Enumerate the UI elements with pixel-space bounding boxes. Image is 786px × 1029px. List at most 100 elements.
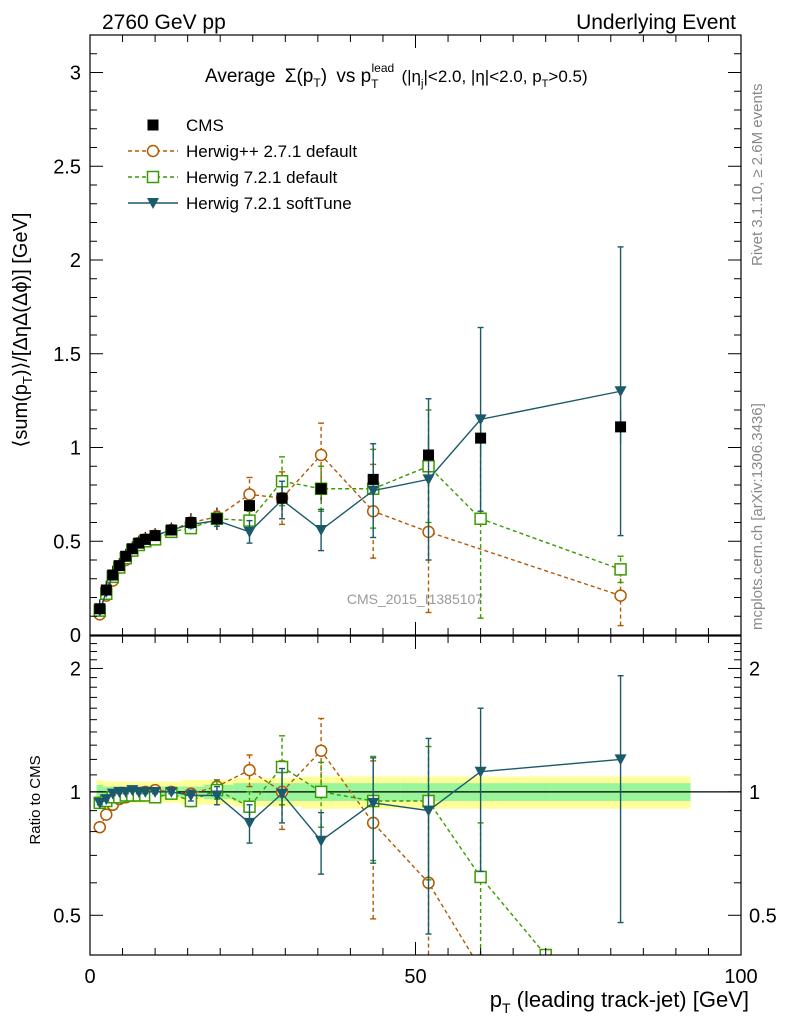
data-point-cms — [139, 533, 151, 545]
rivet-label: Rivet 3.1.10, ≥ 2.6M events — [749, 84, 766, 267]
data-point-herwig721-default — [614, 563, 627, 576]
y-tick-label: 1.5 — [53, 344, 81, 366]
data-point-herwigpp271 — [243, 763, 256, 777]
data-point-cms — [113, 560, 125, 572]
legend-entry: CMS — [147, 116, 224, 135]
data-point-herwig721-softtune — [93, 797, 106, 809]
series-line — [99, 465, 621, 611]
data-point-herwig721-softtune — [276, 788, 289, 800]
ratio-y-tick-label-right: 0.5 — [749, 905, 777, 927]
data-point-herwig721-softtune — [100, 794, 113, 806]
data-point-herwig721-softtune — [367, 485, 380, 497]
data-point-herwigpp271 — [614, 589, 627, 602]
series-herwig-7-2-1-default — [93, 409, 627, 619]
data-point-herwig721-softtune — [422, 805, 435, 817]
y-tick-label: 0 — [70, 625, 81, 647]
data-point-cms — [243, 500, 255, 512]
series-line — [99, 390, 621, 611]
legend-label: CMS — [186, 116, 224, 135]
data-point-herwig721-softtune — [614, 754, 627, 766]
bottom-y-axis-title: Ratio to CMS — [27, 755, 44, 844]
data-point-herwigpp271 — [93, 820, 107, 834]
data-point-cms — [276, 492, 288, 504]
data-point-herwig721-softtune — [139, 786, 152, 798]
data-point-cms — [423, 449, 435, 461]
data-point-cms — [185, 517, 197, 528]
data-point-herwig721-default — [474, 870, 487, 884]
series-cms — [94, 421, 627, 615]
series-line — [99, 749, 474, 955]
data-point-cms — [315, 483, 327, 495]
data-point-herwig721-default — [314, 785, 328, 799]
series-herwig-7-2-1-softtune — [93, 246, 627, 617]
data-point-cms — [126, 543, 138, 555]
x-axis-title: pT (leading track-jet) [GeV] — [490, 987, 749, 1016]
data-point-herwig721-softtune — [243, 817, 256, 829]
data-point-cms — [165, 524, 177, 536]
data-point-herwig721-softtune — [165, 786, 178, 798]
legend-entry: Herwig 7.2.1 default — [128, 168, 337, 187]
x-tick-label: 50 — [404, 966, 426, 988]
data-point-cms — [149, 530, 161, 542]
data-point-herwig721-default — [146, 170, 160, 184]
y-tick-label: 0.5 — [53, 531, 81, 553]
watermark: CMS_2015_I1385107 — [347, 591, 483, 607]
plot-title: Average Σ(pT) vs pTlead (|ηj|<2.0, |η|<2… — [205, 56, 588, 91]
header-right: Underlying Event — [576, 11, 736, 34]
data-point-cms — [120, 550, 132, 562]
ratio-y-tick-label: 2 — [70, 658, 81, 680]
data-point-herwig721-softtune — [367, 797, 380, 809]
series-herwig-7-2-1-softtune — [93, 675, 627, 935]
legend-entry: Herwig++ 2.7.1 default — [128, 142, 357, 161]
x-tick-label: 100 — [724, 966, 757, 988]
y-tick-label: 1 — [70, 438, 81, 460]
mcplots-label: mcplots.cern.ch [arXiv:1306.3436] — [749, 403, 766, 630]
data-point-herwigpp271 — [475, 963, 486, 974]
data-point-herwigpp271 — [314, 448, 328, 462]
data-point-herwig721-softtune — [210, 790, 223, 802]
data-point-herwig721-default — [474, 512, 487, 525]
data-point-herwig721-softtune — [147, 198, 159, 209]
legend: CMS Herwig++ 2.7.1 default Herwig 7.2.1 de… — [128, 116, 357, 213]
data-point-cms — [133, 537, 145, 549]
data-point-cms — [100, 584, 112, 596]
data-point-herwig721-softtune — [422, 474, 435, 486]
y-tick-label: 3 — [70, 63, 81, 85]
data-point-herwig721-softtune — [474, 414, 487, 426]
data-point-cms — [147, 119, 159, 131]
y-tick-label: 2.5 — [53, 156, 81, 178]
legend-label: Herwig++ 2.7.1 default — [186, 142, 357, 161]
data-point-herwigpp271 — [146, 144, 160, 158]
data-point-herwigpp271 — [314, 744, 328, 757]
header-left: 2760 GeV pp — [102, 11, 226, 34]
data-point-cms — [367, 473, 379, 485]
data-point-herwigpp271 — [243, 488, 256, 501]
data-point-herwigpp271 — [100, 808, 113, 821]
data-point-cms — [107, 569, 119, 581]
legend-label: Herwig 7.2.1 default — [186, 168, 337, 187]
data-point-herwig721-softtune — [184, 790, 197, 802]
cms-uncertainty — [99, 410, 622, 619]
y-tick-label: 2 — [70, 250, 81, 272]
x-tick-label: 0 — [84, 966, 95, 988]
ratio-y-tick-label: 1 — [70, 782, 81, 804]
data-point-herwig721-softtune — [614, 386, 627, 398]
data-point-cms — [211, 513, 223, 525]
data-point-cms — [94, 603, 106, 615]
ratio-panel: 0.5 0.5 1 1 2 2 0 50 100 — [53, 635, 777, 988]
ratio-y-tick-label: 0.5 — [53, 905, 81, 927]
data-point-cms — [475, 432, 487, 444]
data-point-cms — [615, 421, 627, 433]
data-point-herwig721-softtune — [243, 526, 256, 538]
ratio-y-tick-label-right: 1 — [749, 782, 760, 804]
main-panel: 0 0.5 1 1.5 2 2.5 3 — [53, 34, 742, 647]
data-point-herwig721-softtune — [315, 525, 328, 536]
data-point-herwig721-softtune — [315, 835, 328, 847]
ratio-y-tick-label-right: 2 — [749, 658, 760, 680]
legend-label: Herwig 7.2.1 softTune — [186, 194, 352, 213]
top-y-axis-title: ⟨sum(pT)⟩/[ΔηΔ(Δϕ)] [GeV] — [10, 213, 35, 448]
series-herwig-2-7-1-default — [93, 717, 486, 974]
data-point-herwig721-softtune — [474, 766, 487, 778]
data-point-herwig721-softtune — [149, 786, 162, 798]
